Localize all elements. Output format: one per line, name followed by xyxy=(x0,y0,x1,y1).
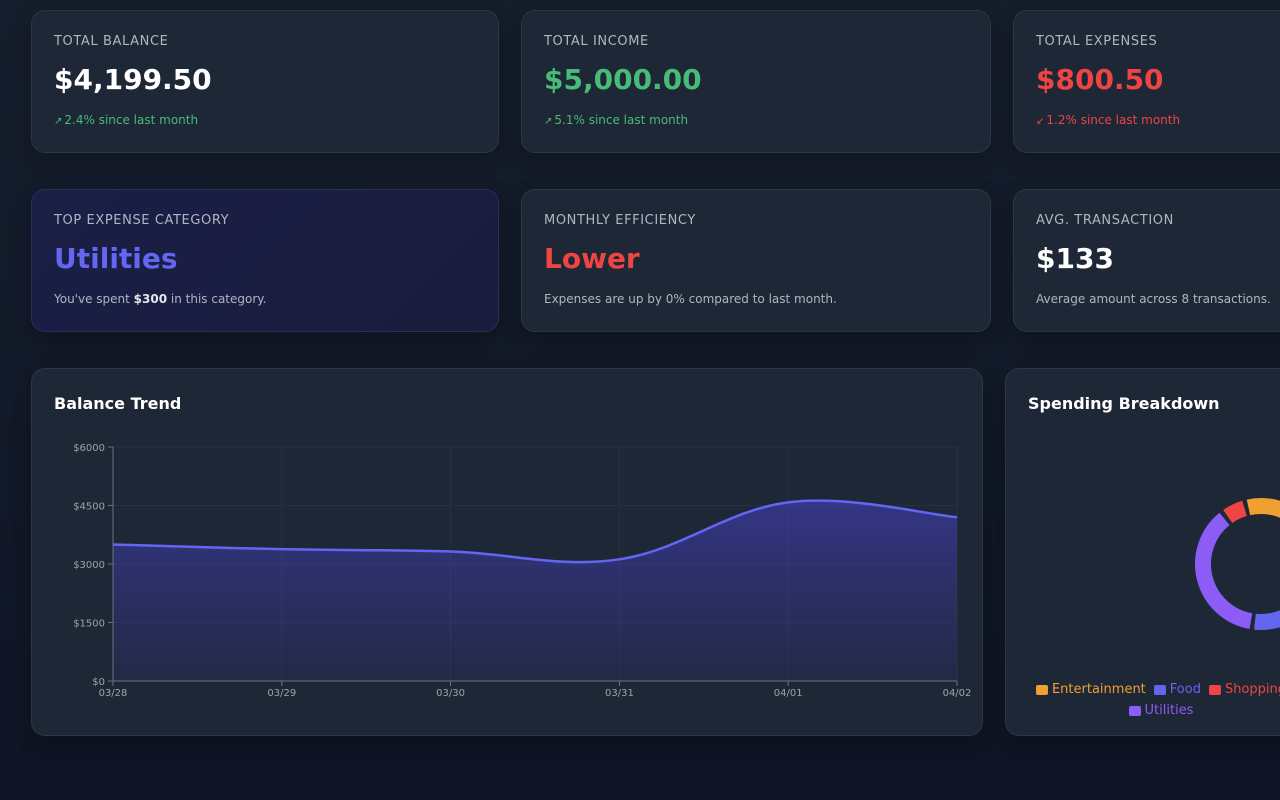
avg-transaction-label: AVG. TRANSACTION xyxy=(1036,213,1174,228)
top-expense-category-value: Utilities xyxy=(54,242,178,275)
legend-label: Utilities xyxy=(1144,703,1194,718)
y-tick-label: $0 xyxy=(92,677,105,688)
avg-transaction-value: $133 xyxy=(1036,242,1114,275)
legend-item-entertainment[interactable]: Entertainment xyxy=(1035,679,1146,700)
legend-item-utilities[interactable]: Utilities xyxy=(1128,700,1194,721)
x-tick-label: 03/28 xyxy=(99,688,128,699)
balance-trend-chart: $0 $1500 $3000 $4500 $6000 03/28 03/29 03/30 03/… xyxy=(73,443,972,699)
x-tick-label: 03/31 xyxy=(605,688,634,699)
total-expenses-change: ↙ 1.2% since last month xyxy=(1036,113,1180,127)
total-expenses-change-text: 1.2% since last month xyxy=(1046,113,1181,127)
legend-swatch xyxy=(1128,705,1141,716)
spending-legend: Entertainment Food Shopping Utilities xyxy=(1006,679,1280,721)
total-balance-change-text: 2.4% since last month xyxy=(64,113,199,127)
spending-breakdown-title: Spending Breakdown xyxy=(1028,394,1220,413)
total-balance-label: TOTAL BALANCE xyxy=(54,34,169,49)
top-expense-category-card: TOP EXPENSE CATEGORY Utilities You've sp… xyxy=(31,189,499,332)
x-tick-label: 03/30 xyxy=(436,688,465,699)
total-income-change-text: 5.1% since last month xyxy=(554,113,689,127)
spending-donut-chart xyxy=(1195,498,1280,630)
total-expenses-value: $800.50 xyxy=(1036,63,1164,96)
x-tick-label: 04/01 xyxy=(774,688,803,699)
arrow-up-right-icon: ↗ xyxy=(54,116,63,127)
total-income-card: TOTAL INCOME $5,000.00 ↗ 5.1% since last … xyxy=(521,10,991,153)
donut-segment-entertainment[interactable] xyxy=(1246,498,1280,531)
total-expenses-card: TOTAL EXPENSES $800.50 ↙ 1.2% since last … xyxy=(1013,10,1280,153)
y-tick-label: $6000 xyxy=(73,443,105,454)
donut-segment-utilities[interactable] xyxy=(1195,512,1253,629)
monthly-efficiency-note: Expenses are up by 0% compared to last m… xyxy=(544,292,837,306)
y-tick-label: $3000 xyxy=(73,560,105,571)
balance-area-fill xyxy=(113,500,957,681)
top-expense-category-label: TOP EXPENSE CATEGORY xyxy=(54,213,230,228)
total-income-change: ↗ 5.1% since last month xyxy=(544,113,688,127)
legend-swatch xyxy=(1153,684,1166,695)
spending-breakdown-panel: Spending Breakdown Entertainment Food Shop… xyxy=(1005,368,1280,736)
monthly-efficiency-card: MONTHLY EFFICIENCY Lower Expenses are up… xyxy=(521,189,991,332)
monthly-efficiency-value: Lower xyxy=(544,242,640,275)
balance-trend-title: Balance Trend xyxy=(54,394,182,413)
x-tick-label: 03/29 xyxy=(267,688,296,699)
top-expense-amount: $300 xyxy=(133,292,168,306)
arrow-down-left-icon: ↙ xyxy=(1036,116,1045,127)
legend-swatch xyxy=(1208,684,1221,695)
monthly-efficiency-label: MONTHLY EFFICIENCY xyxy=(544,213,696,228)
total-income-label: TOTAL INCOME xyxy=(544,34,649,49)
balance-trend-panel: Balance Trend $0 $1500 $3000 $4500 $6000 03/2… xyxy=(31,368,983,736)
avg-transaction-card: AVG. TRANSACTION $133 Average amount acr… xyxy=(1013,189,1280,332)
x-tick-label: 04/02 xyxy=(943,688,972,699)
total-expenses-label: TOTAL EXPENSES xyxy=(1036,34,1158,49)
y-tick-label: $4500 xyxy=(73,502,105,513)
total-income-value: $5,000.00 xyxy=(544,63,702,96)
legend-label: Shopping xyxy=(1224,682,1280,697)
arrow-up-right-icon: ↗ xyxy=(544,116,553,127)
donut-segment-food[interactable] xyxy=(1254,556,1280,630)
donut-segment-shopping[interactable] xyxy=(1223,500,1248,524)
total-balance-change: ↗ 2.4% since last month xyxy=(54,113,198,127)
y-tick-label: $1500 xyxy=(73,619,105,630)
balance-series-line xyxy=(112,499,958,564)
total-balance-value: $4,199.50 xyxy=(54,63,212,96)
total-balance-card: TOTAL BALANCE $4,199.50 ↗ 2.4% since last… xyxy=(31,10,499,153)
legend-label: Food xyxy=(1169,682,1201,697)
top-expense-category-note: You've spent $300 in this category. xyxy=(54,292,267,306)
legend-item-food[interactable]: Food xyxy=(1153,679,1201,700)
avg-transaction-note: Average amount across 8 transactions. xyxy=(1036,292,1271,306)
legend-item-shopping[interactable]: Shopping xyxy=(1208,679,1280,700)
legend-swatch xyxy=(1035,684,1048,695)
legend-label: Entertainment xyxy=(1051,682,1146,697)
